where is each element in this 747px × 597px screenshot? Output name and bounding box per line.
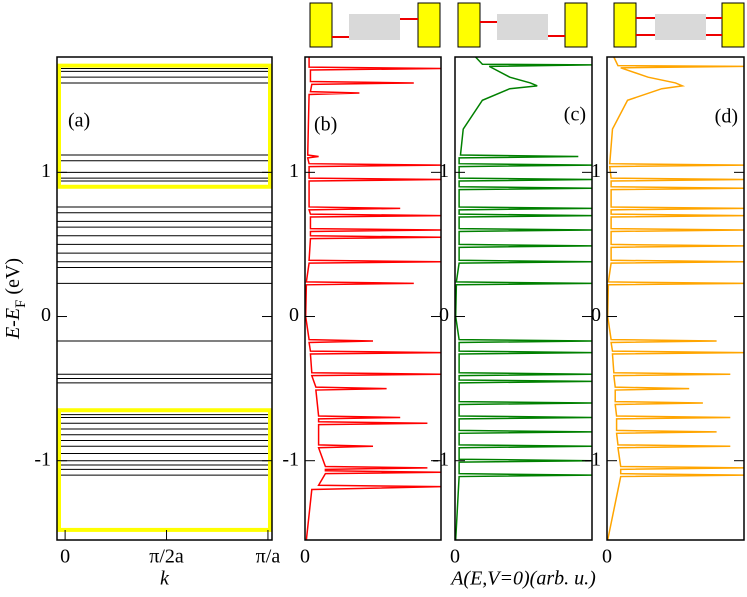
panel-label: (a) bbox=[68, 110, 90, 132]
highlight-box bbox=[57, 408, 272, 532]
y-tick-label: 0 bbox=[41, 304, 51, 326]
x-tick-label: π/2a bbox=[149, 546, 184, 568]
y-tick-label: -1 bbox=[282, 448, 299, 470]
x-tick-label: 0 bbox=[602, 546, 612, 568]
y-tick-label: 1 bbox=[289, 160, 299, 182]
device-icon bbox=[457, 2, 588, 48]
y-axis-label-part: (eV) bbox=[2, 258, 24, 300]
x-axis-label: k bbox=[160, 568, 170, 590]
y-tick-label: -1 bbox=[34, 448, 51, 470]
panel-label: (d) bbox=[715, 106, 738, 128]
plot-frame bbox=[56, 56, 273, 541]
plot-frame bbox=[454, 56, 593, 541]
y-tick-label: 0 bbox=[591, 304, 601, 326]
y-tick-label: 0 bbox=[289, 304, 299, 326]
highlight-box bbox=[57, 63, 272, 189]
spectral-line bbox=[606, 56, 745, 541]
y-tick-label: 1 bbox=[439, 160, 449, 182]
plot-frame bbox=[606, 56, 745, 541]
x-tick-label: 0 bbox=[60, 546, 70, 568]
panel-label: (c) bbox=[564, 104, 586, 126]
device-icon bbox=[613, 2, 745, 48]
y-tick-label: -1 bbox=[432, 448, 449, 470]
x-tick-label: 0 bbox=[450, 546, 460, 568]
y-axis-label-part: F bbox=[13, 300, 29, 308]
plot-frame bbox=[304, 56, 442, 541]
panel-label: (b) bbox=[314, 114, 337, 136]
x-tick-label: π/a bbox=[256, 546, 281, 568]
y-tick-label: 1 bbox=[591, 160, 601, 182]
y-axis-label: E-EF (eV) bbox=[2, 258, 30, 340]
x-tick-label: 0 bbox=[300, 546, 310, 568]
y-tick-label: 1 bbox=[41, 160, 51, 182]
spectral-line bbox=[454, 56, 593, 541]
device-icon bbox=[309, 2, 441, 48]
spectral-line bbox=[304, 57, 442, 541]
x-axis-label: A(E,V=0)(arb. u.) bbox=[449, 568, 596, 590]
y-tick-label: 0 bbox=[439, 304, 449, 326]
y-axis-label-part: E-E bbox=[2, 308, 24, 340]
y-tick-label: -1 bbox=[584, 448, 601, 470]
